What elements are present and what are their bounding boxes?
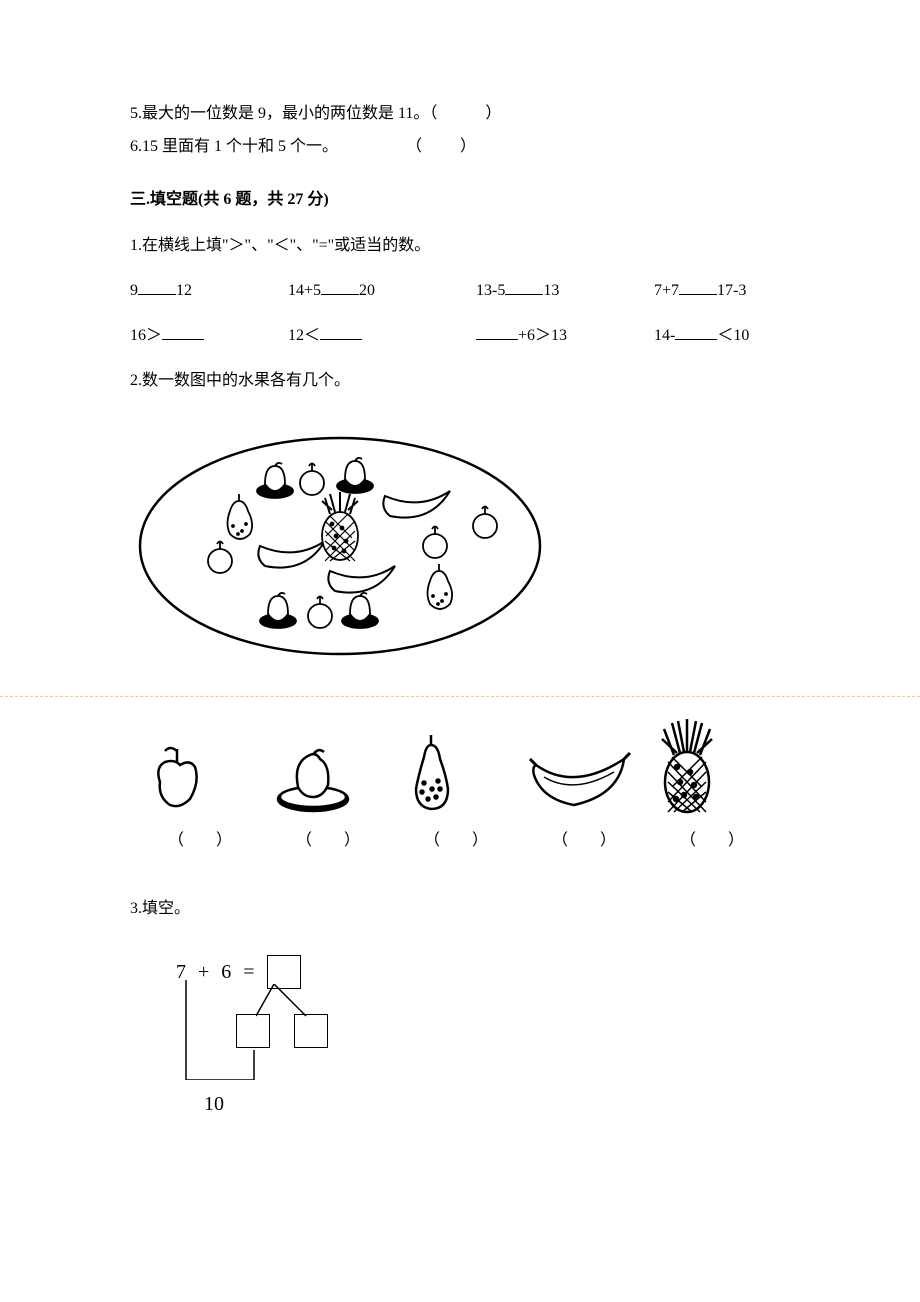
q1-r2c2: 12＜ (288, 322, 468, 351)
fruit-legend-row (130, 717, 790, 817)
q1-r1c1: 9 12 (130, 277, 280, 306)
q1-r1c2a: 14+5 (288, 277, 321, 306)
q1-r2c3: +6＞13 (476, 322, 646, 351)
peach-icon (268, 737, 396, 817)
pineapple-answer[interactable]: （） (652, 827, 780, 856)
q5-close: ） (485, 105, 501, 122)
q1-r2c2-blank[interactable] (320, 322, 362, 340)
q1-r1c1b: 12 (176, 277, 192, 306)
q1-r1c2b: 20 (359, 277, 375, 306)
q1-r1c4-blank[interactable] (679, 277, 717, 295)
q1-row1: 9 12 14+5 20 13-5 13 7+7 17-3 (130, 277, 790, 306)
q3-prompt: 3.填空。 (130, 895, 790, 924)
peach-answer[interactable]: （） (268, 827, 396, 856)
q3-diagram: 7 + 6 = 10 (170, 954, 430, 1124)
q1-r2c1: 16＞ (130, 322, 280, 351)
q1-r2c4: 14- ＜10 (654, 322, 790, 351)
q1-r1c3a: 13-5 (476, 277, 505, 306)
page-divider (0, 696, 920, 697)
fruit-answer-row: （） （） （） （） （） (130, 827, 790, 856)
q1-r1c3b: 13 (543, 277, 559, 306)
apple-answer[interactable]: （） (140, 827, 268, 856)
q1-r1c2-blank[interactable] (321, 277, 359, 295)
q1-r2c2a: 12＜ (288, 322, 320, 351)
q1-r2c4b: ＜10 (717, 322, 749, 351)
q3-split-box-2[interactable] (294, 1014, 328, 1048)
q6-paren-open: （ (406, 138, 422, 155)
pineapple-icon (652, 717, 780, 817)
q1-r1c2: 14+5 20 (288, 277, 468, 306)
q1-r1c1-blank[interactable] (138, 277, 176, 295)
q1-r1c3-blank[interactable] (505, 277, 543, 295)
banana-icon (524, 737, 652, 817)
q5-text: 5.最大的一位数是 9，最小的两位数是 11。（ (130, 105, 437, 122)
q6-text: 6.15 里面有 1 个十和 5 个一。 (130, 138, 338, 155)
q1-r2c3-blank[interactable] (476, 322, 518, 340)
apple-icon (140, 737, 268, 817)
q2-prompt: 2.数一数图中的水果各有几个。 (130, 367, 790, 396)
q6-paren-close: ） (460, 138, 476, 155)
pear-answer[interactable]: （） (396, 827, 524, 856)
q1-prompt: 1.在横线上填"＞"、"＜"、"="或适当的数。 (130, 232, 790, 261)
question-5: 5.最大的一位数是 9，最小的两位数是 11。（ ） (130, 100, 790, 129)
q1-r2c1a: 16＞ (130, 322, 162, 351)
q1-r2c1-blank[interactable] (162, 322, 204, 340)
q3-bracket (176, 980, 256, 1080)
q1-r2c4a: 14- (654, 322, 675, 351)
pear-icon (396, 727, 524, 817)
banana-answer[interactable]: （） (524, 827, 652, 856)
q1-r1c4a: 7+7 (654, 277, 679, 306)
q3-ten: 10 (204, 1086, 224, 1122)
q1-r1c4b: 17-3 (717, 277, 746, 306)
q1-r2c4-blank[interactable] (675, 322, 717, 340)
section-3-header: 三.填空题(共 6 题，共 27 分) (130, 186, 790, 215)
question-6: 6.15 里面有 1 个十和 5 个一。 （ ） (130, 133, 790, 162)
fruit-plate-diagram (130, 416, 790, 666)
q1-r1c1a: 9 (130, 277, 138, 306)
q1-r1c4: 7+7 17-3 (654, 277, 790, 306)
q1-r2c3b: +6＞13 (518, 322, 567, 351)
q1-r1c3: 13-5 13 (476, 277, 646, 306)
q1-row2: 16＞ 12＜ +6＞13 14- ＜10 (130, 322, 790, 351)
